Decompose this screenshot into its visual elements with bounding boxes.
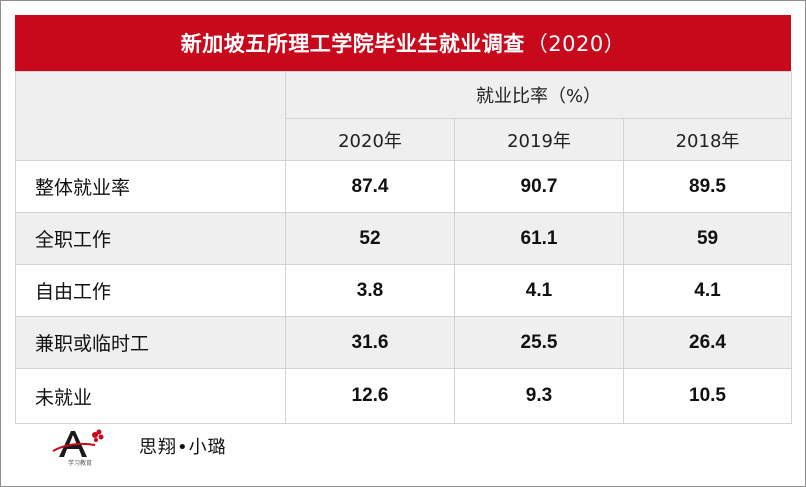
table-row: 兼职或临时工 31.6 25.5 26.4 — [15, 316, 793, 369]
table-title: 新加坡五所理工学院毕业生就业调查 （2020） — [15, 15, 791, 71]
group-header: 就业比率（%） — [284, 71, 793, 119]
value-cell: 4.1 — [622, 264, 793, 317]
table-title-main: 新加坡五所理工学院毕业生就业调查 — [180, 32, 525, 56]
logo-caption: 学习教育 — [68, 459, 92, 467]
year-header: 2018年 — [622, 118, 793, 161]
header-corner-cell — [15, 71, 286, 161]
table-row: 整体就业率 87.4 90.7 89.5 — [15, 160, 793, 213]
value-cell: 12.6 — [285, 368, 455, 424]
value-cell: 3.8 — [285, 264, 455, 317]
row-label: 自由工作 — [15, 264, 286, 317]
year-header: 2019年 — [454, 118, 624, 161]
row-label: 整体就业率 — [15, 160, 286, 213]
value-cell: 59 — [622, 212, 793, 265]
value-cell: 25.5 — [454, 316, 624, 369]
employment-table: 就业比率（%） 2020年 2019年 2018年 整体就业率 87.4 90.… — [15, 71, 793, 424]
header-row-group: 就业比率（%） — [15, 71, 793, 161]
row-label: 全职工作 — [15, 212, 286, 265]
table-row: 全职工作 52 61.1 59 — [15, 212, 793, 265]
row-label: 未就业 — [15, 368, 286, 424]
value-cell: 61.1 — [454, 212, 624, 265]
brand-logo-icon: 学习教育 — [52, 429, 104, 467]
table-row: 未就业 12.6 9.3 10.5 — [15, 368, 793, 424]
value-cell: 31.6 — [285, 316, 455, 369]
value-cell: 10.5 — [622, 368, 793, 424]
survey-table-container: 新加坡五所理工学院毕业生就业调查 （2020） 就业比率（%） 2020年 201… — [15, 15, 793, 424]
year-header: 2020年 — [285, 118, 455, 161]
table-title-year: （2020） — [526, 32, 626, 56]
value-cell: 9.3 — [454, 368, 624, 424]
value-cell: 4.1 — [454, 264, 624, 317]
brand-signature: 思翔•小璐 — [139, 437, 227, 458]
footer: 学习教育 思翔•小璐 — [15, 421, 791, 471]
value-cell: 87.4 — [285, 160, 455, 213]
value-cell: 89.5 — [622, 160, 793, 213]
header-row-years: 2020年 2019年 2018年 — [15, 118, 793, 161]
value-cell: 90.7 — [454, 160, 624, 213]
value-cell: 52 — [285, 212, 455, 265]
value-cell: 26.4 — [622, 316, 793, 369]
row-label: 兼职或临时工 — [15, 316, 286, 369]
table-row: 自由工作 3.8 4.1 4.1 — [15, 264, 793, 317]
